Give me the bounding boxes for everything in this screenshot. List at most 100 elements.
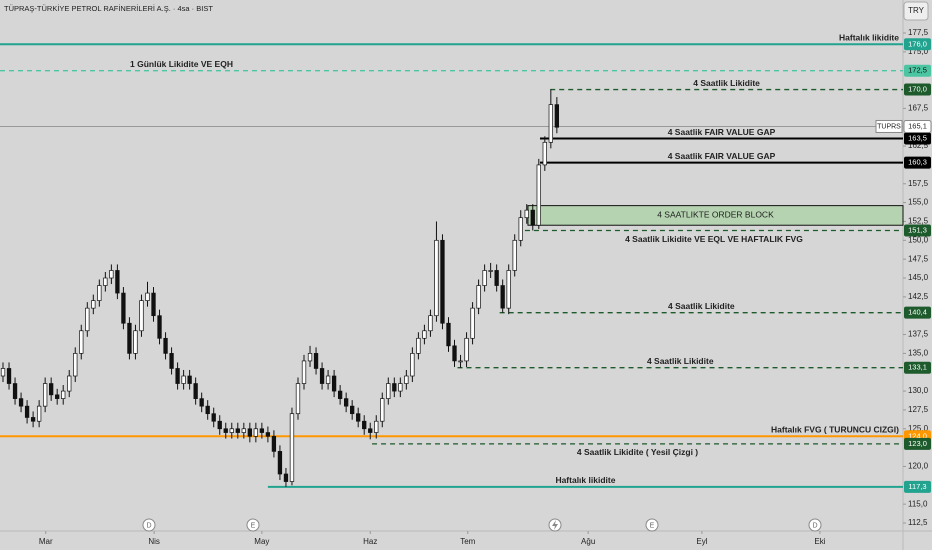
level-label: 4 Saatlik Likidite [693, 78, 760, 88]
candle-body [428, 315, 433, 332]
price-tag-label: 140,4 [908, 308, 927, 317]
price-tag [904, 64, 931, 77]
x-tick-label: Eki [814, 537, 825, 546]
price-tag-label: 160,3 [908, 158, 927, 167]
y-tick-label: 152,5 [908, 217, 929, 226]
price-tag [904, 361, 931, 374]
candle-body [42, 383, 48, 407]
candle-body [145, 292, 150, 301]
candle-body [115, 270, 120, 294]
candle-body [18, 398, 24, 407]
candle-body [30, 417, 36, 422]
candle-body [350, 405, 355, 415]
price-tag-label: 170,0 [908, 85, 927, 94]
candle-body [24, 405, 30, 418]
candle-body [554, 104, 560, 128]
event-icon[interactable] [142, 518, 156, 532]
y-tick-label: 120,0 [908, 462, 929, 471]
candle-body [73, 353, 78, 377]
price-tag-label: 123,0 [908, 439, 927, 448]
candle-body [331, 375, 337, 392]
candle-body [343, 398, 349, 407]
event-label: E [251, 522, 256, 529]
candle-body [121, 292, 126, 324]
price-tag [904, 306, 931, 319]
y-tick-label: 130,0 [908, 386, 929, 395]
candle-body [241, 428, 246, 433]
price-tag-label: 165,1 [908, 121, 927, 130]
price-tag [904, 38, 931, 51]
candle-body [265, 432, 271, 437]
x-tick-label: May [254, 537, 269, 546]
x-tick-label: Ağu [581, 537, 595, 546]
candle-body [518, 217, 523, 241]
level-label: 4 Saatlik Likidite [647, 356, 714, 366]
candle-body [271, 435, 277, 452]
candle-body [79, 330, 84, 354]
x-tick-label: Nis [148, 537, 160, 546]
candle-body [49, 383, 54, 396]
candle-body [127, 322, 132, 354]
currency-button[interactable] [903, 1, 929, 21]
candle-body [211, 413, 216, 422]
candle-body [410, 353, 415, 377]
price-tag-label: 117,3 [908, 482, 926, 491]
candle-body [103, 277, 108, 286]
price-tag-label: 172,5 [908, 66, 927, 75]
y-tick-label: 115,0 [908, 499, 928, 508]
candle-body [283, 473, 289, 482]
level-label: Haftalık FVG ( TURUNCU CIZGI) [771, 425, 899, 435]
y-tick-label: 175,0 [908, 47, 929, 56]
candle-body [446, 322, 451, 347]
candle-body [416, 337, 421, 354]
candle-body [85, 307, 90, 332]
candle-body [289, 413, 295, 482]
y-tick-label: 150,0 [908, 235, 929, 244]
price-tag [904, 132, 931, 145]
candle-body [193, 383, 198, 399]
candle-body [398, 383, 403, 392]
candle-body [6, 368, 12, 384]
candle-body [217, 420, 222, 430]
candle-body [133, 330, 138, 354]
event-icon[interactable] [246, 518, 260, 532]
candle-body [464, 337, 469, 362]
price-tag-label: 124,0 [908, 431, 927, 440]
candle-body [295, 383, 301, 415]
candle-body [223, 428, 228, 433]
candle-body [337, 390, 343, 399]
event-label: D [812, 522, 817, 529]
candle-body [91, 300, 96, 309]
y-tick-label: 177,5 [908, 28, 929, 37]
candle-body [163, 337, 168, 354]
y-tick-label: 155,0 [908, 198, 929, 207]
candle-body [506, 270, 511, 309]
price-tag-label: 163,5 [908, 134, 927, 143]
candle-body [452, 345, 457, 362]
y-tick-label: 142,5 [908, 292, 929, 301]
candle-body [325, 375, 331, 384]
chart-title: TÜPRAŞ-TÜRKİYE PETROL RAFİNERİLERİ A.Ş. … [4, 4, 213, 13]
candle-body [482, 270, 487, 286]
event-icon[interactable] [808, 518, 822, 532]
currency-label: TRY [908, 6, 925, 15]
candle-body [356, 413, 361, 422]
y-tick-label: 137,5 [908, 330, 929, 339]
candle-body [319, 368, 325, 384]
candle-body [488, 270, 493, 272]
candle-body [530, 209, 535, 226]
price-tag [904, 83, 931, 96]
candle-body [440, 239, 445, 324]
event-icon[interactable] [645, 518, 659, 532]
level-label: Haftalık likidite [839, 33, 899, 43]
order-block-label: 4 SAATLIKTE ORDER BLOCK [657, 210, 774, 220]
candle-body [374, 420, 379, 433]
y-tick-label: 147,5 [908, 254, 929, 263]
candle-body [205, 405, 210, 415]
lightning-icon [552, 520, 558, 530]
candle-body [169, 353, 174, 369]
candle-body [458, 360, 463, 363]
candle-body [362, 420, 367, 430]
